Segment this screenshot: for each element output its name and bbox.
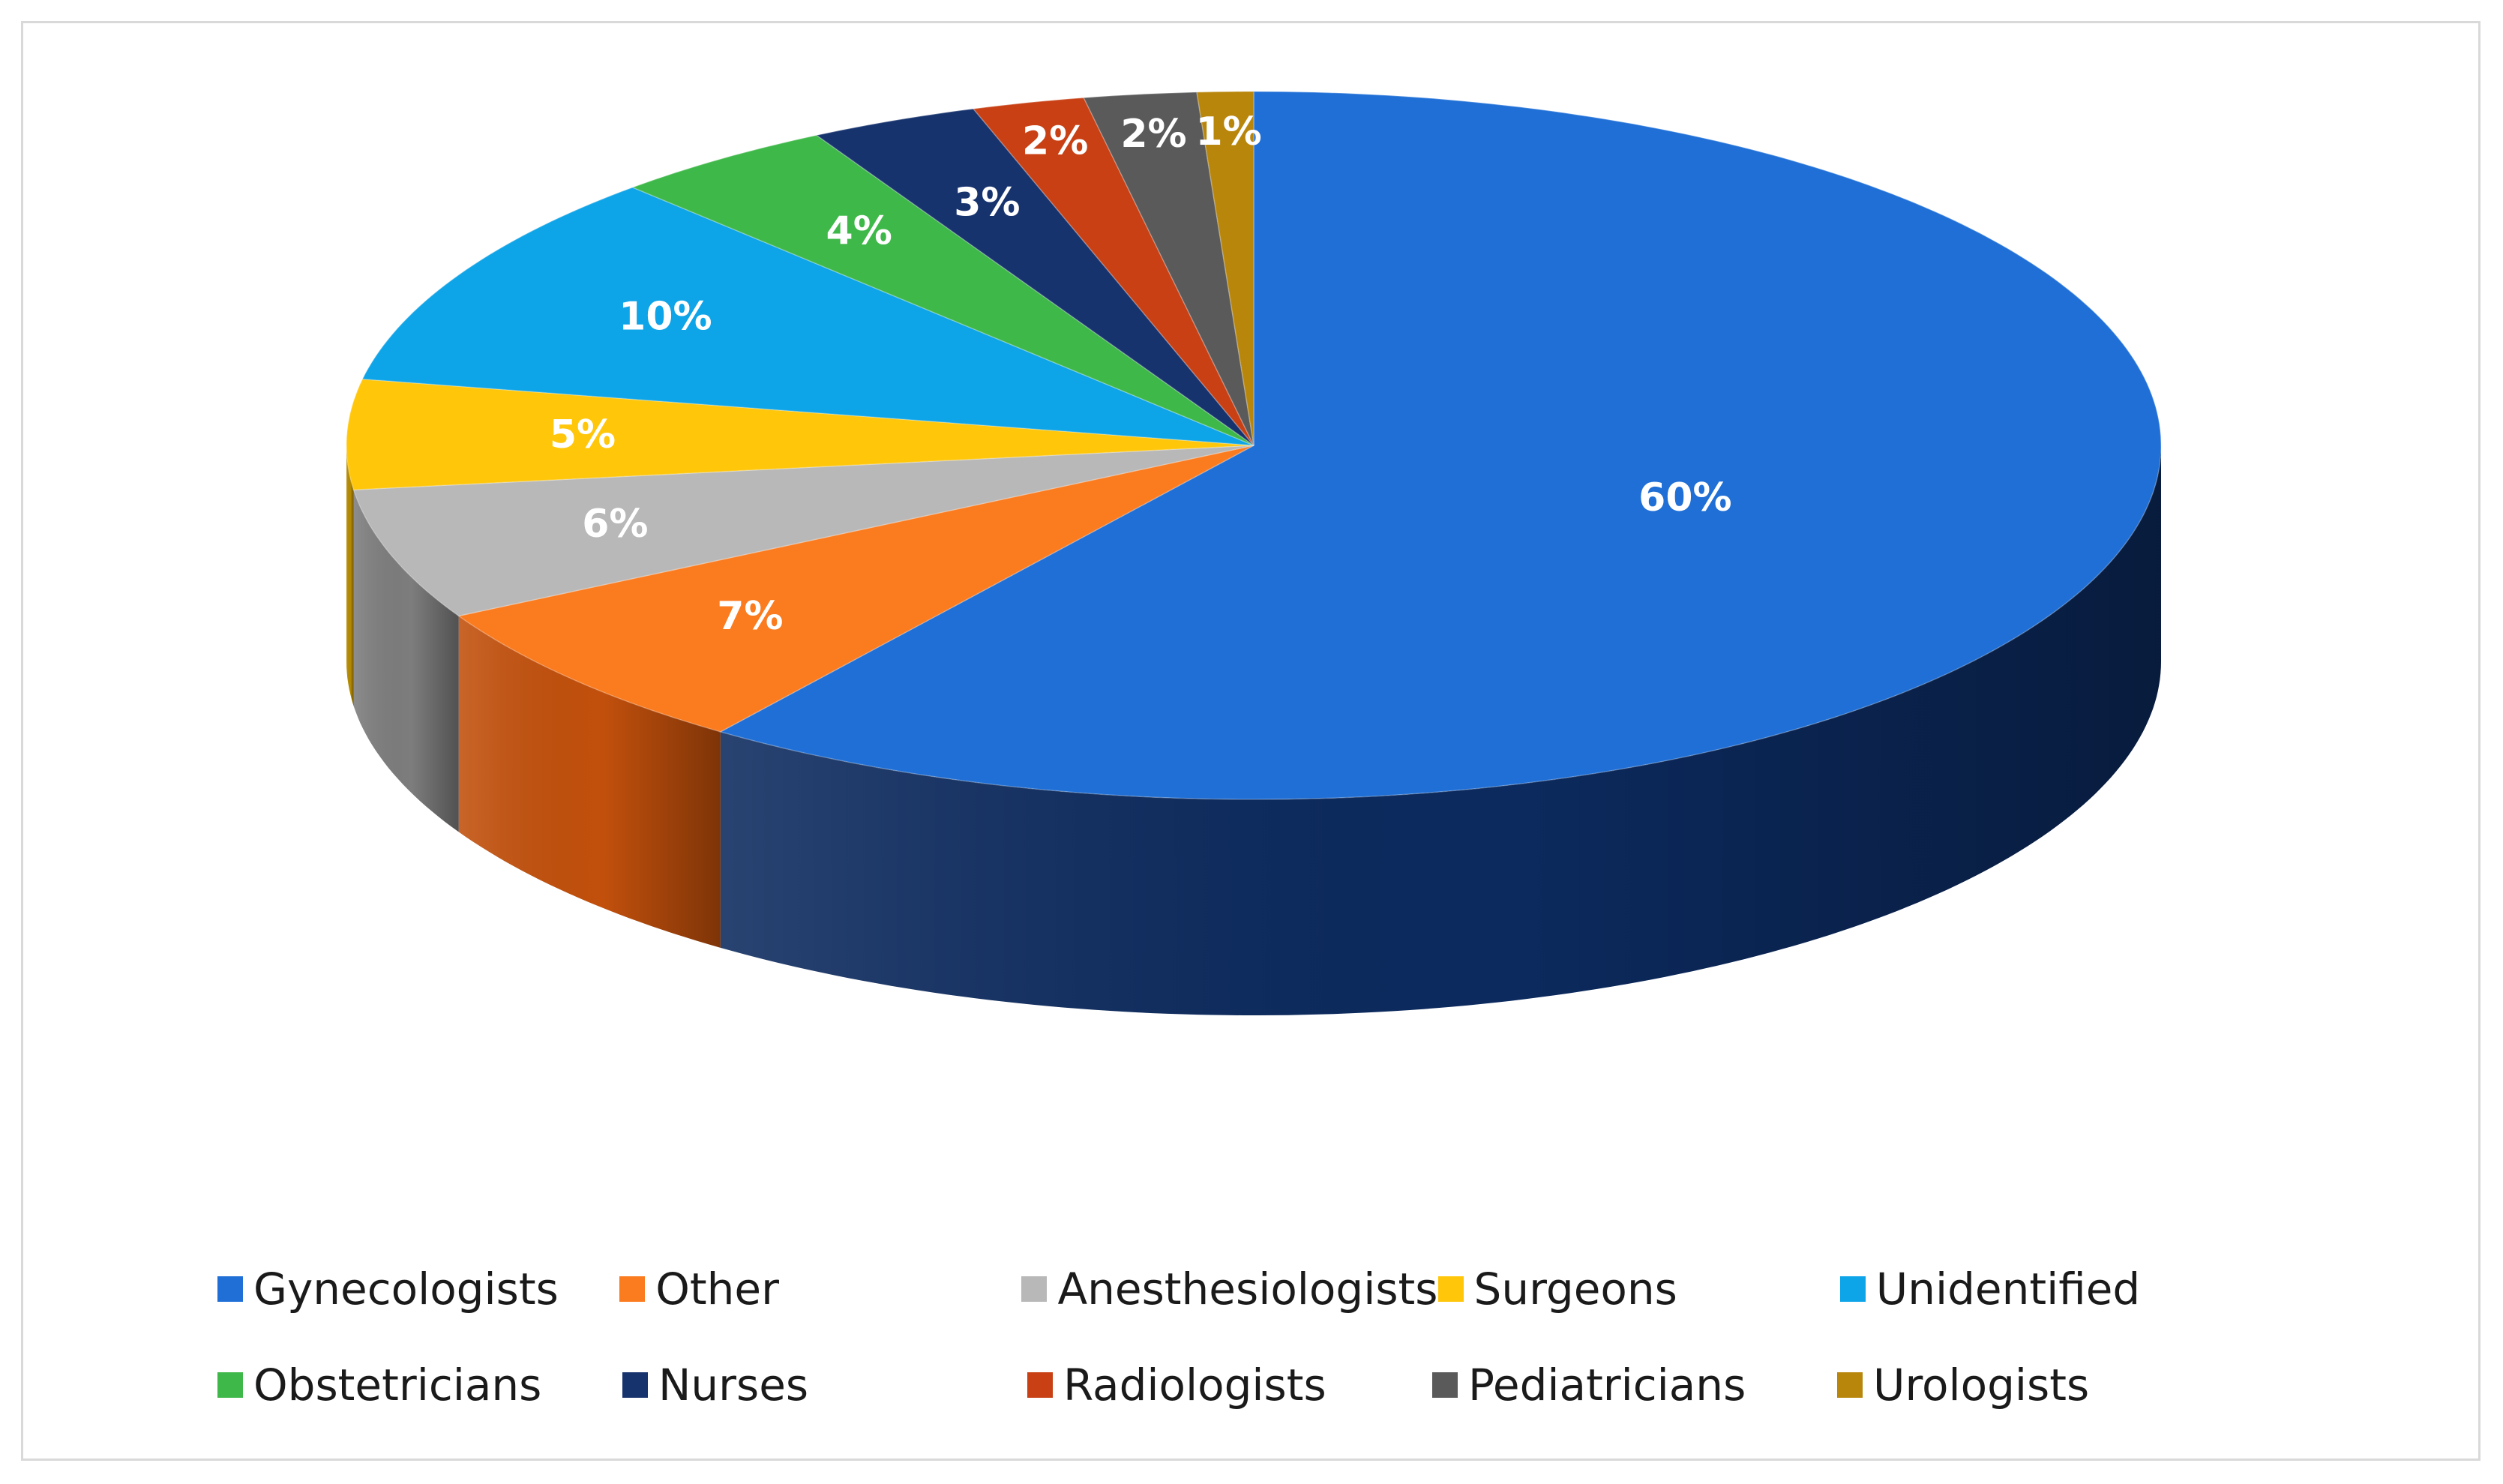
side-shade-gynecologists bbox=[720, 445, 2161, 1015]
legend-swatch-obstetricians bbox=[217, 1372, 243, 1398]
legend-swatch-surgeons bbox=[1437, 1276, 1464, 1302]
slice-anesthesiologists bbox=[352, 445, 1254, 617]
slice-urologists bbox=[1196, 91, 1254, 446]
label-radiologists: 2% bbox=[1022, 119, 1088, 164]
legend-label-obstetricians: Obstetricians bbox=[253, 1360, 542, 1411]
legend-label-radiologists: Radiologists bbox=[1063, 1360, 1326, 1411]
legend-item-surgeons: Surgeons bbox=[1437, 1264, 1840, 1315]
legend-label-pediatricians: Pediatricians bbox=[1468, 1360, 1746, 1411]
legend-swatch-anesthesiologists bbox=[1021, 1276, 1048, 1302]
pie-top-layer bbox=[346, 91, 2162, 800]
label-unidentified: 10% bbox=[619, 295, 712, 340]
slice-pediatricians bbox=[1083, 91, 1254, 446]
pie-label-layer: 60%7%6%5%10%4%3%2% 2% 1% bbox=[550, 109, 1732, 639]
legend-label-surgeons: Surgeons bbox=[1473, 1264, 1677, 1315]
label-obstetricians: 4% bbox=[826, 208, 892, 253]
legend-item-anesthesiologists: Anesthesiologists bbox=[1021, 1264, 1438, 1315]
label-other: 7% bbox=[717, 594, 783, 639]
label-surgeons: 5% bbox=[550, 412, 616, 457]
legend-label-nurses: Nurses bbox=[658, 1360, 809, 1411]
slice-unidentified bbox=[361, 187, 1254, 446]
legend-row-1: Gynecologists Other Anesthesiologists Surge… bbox=[217, 1241, 2242, 1337]
legend-label-urologists: Urologists bbox=[1873, 1360, 2090, 1411]
legend-swatch-radiologists bbox=[1027, 1372, 1053, 1398]
legend-row-2: Obstetricians Nurses Radiologists Pediatric… bbox=[217, 1337, 2242, 1433]
slice-radiologists bbox=[972, 97, 1254, 446]
pie-side-layer bbox=[346, 445, 2161, 1015]
slice-nurses bbox=[815, 108, 1254, 446]
legend-item-radiologists: Radiologists bbox=[1027, 1360, 1432, 1411]
legend-swatch-unidentified bbox=[1839, 1276, 1866, 1302]
legend-label-gynecologists: Gynecologists bbox=[253, 1264, 559, 1315]
side-shade-surgeons bbox=[346, 445, 354, 706]
legend-swatch-nurses bbox=[622, 1372, 648, 1398]
side-shade-anesthesiologists bbox=[353, 490, 459, 832]
legend-label-other: Other bbox=[655, 1264, 779, 1315]
label-nurses: 3% bbox=[954, 180, 1020, 225]
legend-item-obstetricians: Obstetricians bbox=[217, 1360, 622, 1411]
label-urologists: 1% bbox=[1195, 109, 1261, 154]
legend-label-unidentified: Unidentified bbox=[1875, 1264, 2141, 1315]
legend-swatch-gynecologists bbox=[217, 1276, 243, 1302]
label-gynecologists: 60% bbox=[1638, 475, 1731, 520]
legend: Gynecologists Other Anesthesiologists Surge… bbox=[217, 1241, 2242, 1433]
label-anesthesiologists: 6% bbox=[582, 502, 648, 547]
legend-item-nurses: Nurses bbox=[622, 1360, 1027, 1411]
legend-item-pediatricians: Pediatricians bbox=[1432, 1360, 1837, 1411]
legend-item-gynecologists: Gynecologists bbox=[217, 1264, 619, 1315]
legend-item-other: Other bbox=[619, 1264, 1021, 1315]
legend-swatch-pediatricians bbox=[1432, 1372, 1458, 1398]
slice-obstetricians bbox=[631, 134, 1254, 446]
label-pediatricians: 2% bbox=[1120, 112, 1186, 157]
slice-surgeons bbox=[346, 378, 1254, 490]
legend-item-unidentified: Unidentified bbox=[1839, 1264, 2242, 1315]
slice-gynecologists bbox=[718, 91, 2162, 800]
legend-label-anesthesiologists: Anesthesiologists bbox=[1057, 1264, 1438, 1315]
slice-other bbox=[457, 445, 1254, 733]
legend-swatch-urologists bbox=[1837, 1372, 1863, 1398]
side-shade-other bbox=[458, 616, 721, 948]
legend-swatch-other bbox=[619, 1276, 646, 1302]
legend-item-urologists: Urologists bbox=[1837, 1360, 2242, 1411]
